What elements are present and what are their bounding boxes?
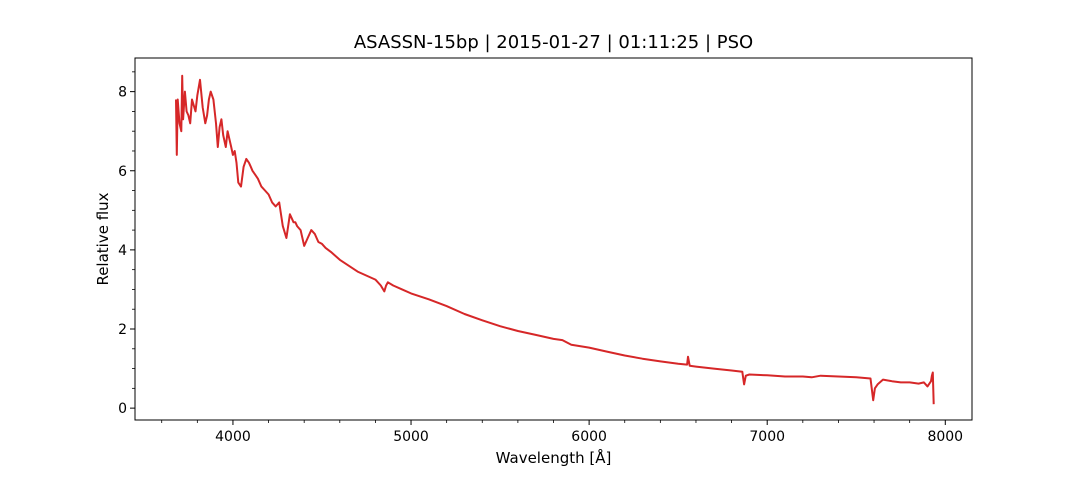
x-axis-label: Wavelength [Å] bbox=[496, 448, 612, 467]
series-line bbox=[175, 74, 935, 405]
y-tick-label: 2 bbox=[118, 322, 127, 338]
chart-title: ASASSN-15bp | 2015-01-27 | 01:11:25 | PS… bbox=[354, 32, 753, 53]
minor-ticks bbox=[132, 71, 911, 423]
y-tick-label: 0 bbox=[118, 401, 127, 417]
y-tick-label: 6 bbox=[118, 164, 127, 180]
x-tick-label: 8000 bbox=[927, 429, 963, 445]
y-axis-label: Relative flux bbox=[94, 192, 112, 285]
y-tick-label: 4 bbox=[118, 243, 127, 259]
x-tick-label: 5000 bbox=[393, 429, 429, 445]
x-tick-label: 4000 bbox=[215, 429, 251, 445]
y-axis-ticks: 0 2 4 6 8 bbox=[118, 85, 135, 417]
x-tick-label: 7000 bbox=[749, 429, 785, 445]
y-tick-label: 8 bbox=[118, 85, 127, 101]
x-axis-ticks: 4000 5000 6000 7000 8000 bbox=[215, 420, 963, 445]
plot-frame bbox=[134, 57, 973, 421]
x-tick-label: 6000 bbox=[571, 429, 607, 445]
